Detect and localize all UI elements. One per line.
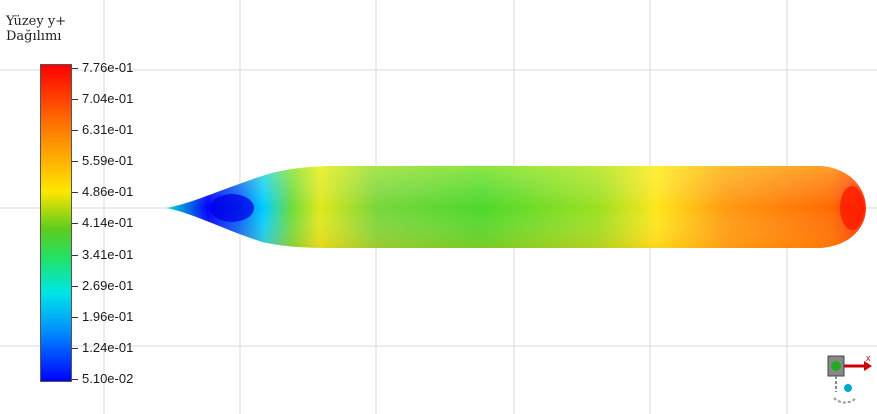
tick-mark [72,130,78,131]
tick-label: 4.14e-01 [82,215,134,230]
tick-label: 3.41e-01 [82,247,134,262]
tick-mark [72,99,78,100]
tick-label: 1.96e-01 [82,309,134,324]
tick-label: 5.59e-01 [82,153,134,168]
hull-surface-shading [166,166,866,248]
tick-label: 5.10e-02 [82,371,134,386]
tick-label: 2.69e-01 [82,278,134,293]
tick-label: 7.76e-01 [82,60,134,75]
stern-blue-region [210,194,254,222]
tick-mark [72,223,78,224]
tick-mark [72,68,78,69]
color-scale-bar [40,64,72,382]
tick-label: 1.24e-01 [82,340,134,355]
tick-mark [72,192,78,193]
legend-title-line1: Yüzey y+ [6,14,67,29]
legend-title: Yüzey y+ Dağılımı [6,14,66,44]
tick-label: 7.04e-01 [82,91,134,106]
bow-red-spot [840,186,864,230]
triad-x-label: x [866,353,871,363]
tick-mark [72,348,78,349]
tick-label: 4.86e-01 [82,184,134,199]
tick-label: 6.31e-01 [82,122,134,137]
tick-mark [72,255,78,256]
tick-mark [72,317,78,318]
tick-mark [72,379,78,380]
tick-mark [72,161,78,162]
legend-title-line2: Dağılımı [6,29,62,44]
tick-mark [72,286,78,287]
axis-triad-icon[interactable]: x [814,348,874,408]
